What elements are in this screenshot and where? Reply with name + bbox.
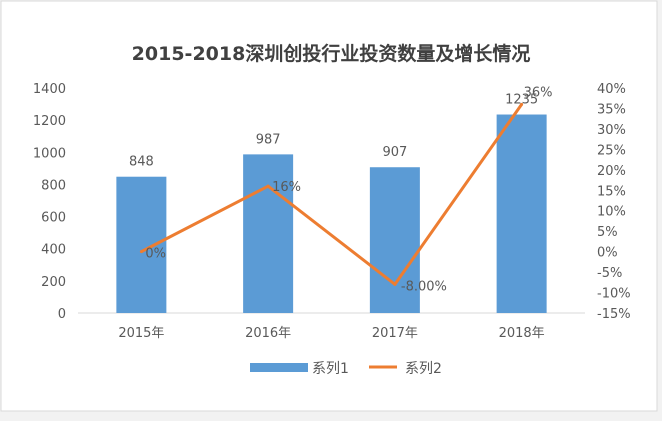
line-series [139, 102, 524, 286]
bar [496, 114, 547, 314]
right-y-tick-label: 25% [597, 143, 626, 158]
line-data-label: -8.00% [401, 279, 447, 294]
right-y-tick-label: 30% [597, 123, 626, 138]
right-y-tick-label: 35% [597, 102, 626, 117]
left-y-tick-label: 400 [41, 243, 66, 258]
right-y-tick-label: -5% [597, 266, 622, 281]
x-tick-label: 2016年 [245, 326, 291, 341]
bar-data-label: 987 [256, 132, 281, 147]
left-y-tick-label: 1000 [33, 146, 66, 161]
left-y-tick-label: 800 [41, 178, 66, 193]
right-y-tick-label: 15% [597, 184, 626, 199]
line-point [393, 282, 397, 286]
line-point [139, 250, 143, 254]
bar-data-label: 1235 [505, 93, 538, 108]
bar-data-label: 848 [129, 155, 154, 170]
bar [369, 167, 420, 313]
right-y-tick-label: 20% [597, 164, 626, 179]
left-y-tick-label: 200 [41, 275, 66, 290]
legend-label-series-2: 系列2 [405, 361, 442, 377]
bar-data-labels: 848 987 907 1235 [129, 93, 538, 170]
left-y-tick-label: 600 [41, 211, 66, 226]
right-y-tick-label: 5% [597, 225, 618, 240]
chart-title: 2015-2018深圳创投行业投资数量及增长情况 [132, 42, 531, 65]
line-data-label: 36% [524, 85, 553, 100]
left-y-tick-label: 1200 [33, 114, 66, 129]
right-y-tick-label: 10% [597, 205, 626, 220]
x-tick-label: 2015年 [118, 326, 164, 341]
chart-background [0, 0, 658, 412]
left-y-axis: 0 200 400 600 800 1000 1200 1400 [33, 82, 66, 322]
right-y-tick-label: -10% [597, 287, 631, 302]
bar-data-label: 907 [382, 145, 407, 160]
right-y-axis: -15% -10% -5% 0% 5% 10% 15% 20% 25% 30% 35% 40% [597, 82, 631, 322]
bar [243, 154, 294, 313]
legend-swatch-series-1 [250, 363, 308, 372]
x-axis: 2015年 2016年 2017年 2018年 [118, 326, 544, 341]
legend-label-series-1: 系列1 [312, 361, 349, 377]
line-data-labels: 0% 16% -8.00% 36% [145, 85, 552, 294]
line-series-path [140, 103, 523, 286]
line-point [520, 102, 524, 106]
bar [116, 176, 167, 313]
x-tick-label: 2017年 [372, 326, 418, 341]
line-data-label: 16% [272, 180, 301, 195]
right-y-tick-label: 40% [597, 82, 626, 97]
x-tick-label: 2018年 [499, 326, 545, 341]
right-y-tick-label: -15% [597, 307, 631, 322]
right-y-tick-label: 0% [597, 246, 618, 261]
line-data-label: 0% [145, 247, 166, 262]
line-point [266, 184, 270, 188]
legend: 系列1 系列2 [250, 361, 442, 377]
left-y-tick-label: 0 [58, 307, 66, 322]
bar-series [116, 114, 547, 314]
left-y-tick-label: 1400 [33, 82, 66, 97]
